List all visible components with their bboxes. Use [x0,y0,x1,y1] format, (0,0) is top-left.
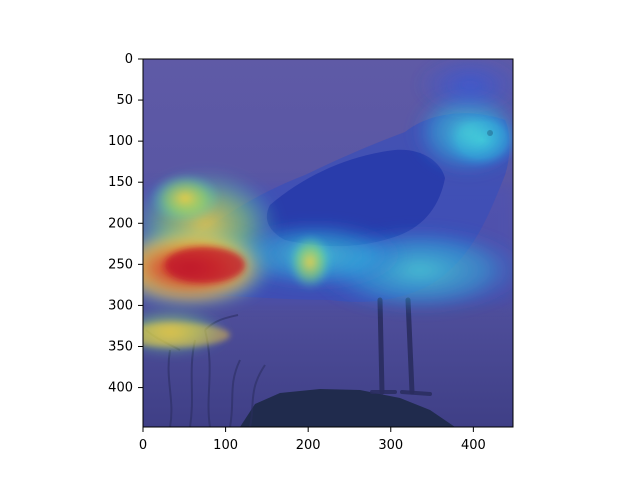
y-tick-label: 250 [108,257,133,272]
y-tick-label: 300 [108,298,133,313]
x-tick-label: 0 [139,438,147,453]
bird-feet [370,390,432,396]
y-tick-label: 400 [108,381,133,396]
heatmap-image [143,59,513,427]
bird-legs [377,297,415,395]
x-tick-label: 400 [461,438,486,453]
y-tick-label: 0 [125,52,133,67]
y-tick-label: 50 [116,93,133,108]
y-tick-label: 100 [108,134,133,149]
y-tick-label: 150 [108,175,133,190]
x-tick-label: 200 [296,438,321,453]
x-tick-label: 100 [213,438,238,453]
y-tick-label: 200 [108,216,133,231]
plot-frame [142,58,514,428]
rock-shape [240,389,455,427]
x-tick-label: 300 [378,438,403,453]
y-tick-label: 350 [108,340,133,355]
y-axis: 0 50 100 150 200 250 300 350 400 [108,52,143,396]
x-axis: 0 100 200 300 400 [139,427,486,453]
